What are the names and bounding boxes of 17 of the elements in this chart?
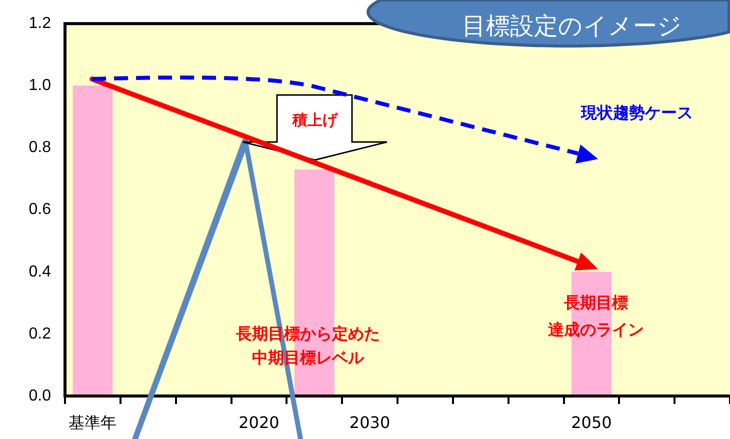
y-tick-label: 0.8	[28, 139, 52, 156]
annotation: 積上げ	[292, 110, 338, 131]
y-tick-label: 0.4	[28, 263, 52, 280]
annotation: 長期目標	[564, 292, 628, 314]
chart-title: 目標設定のイメージ	[462, 11, 682, 42]
y-tick-label: 1.2	[28, 15, 52, 32]
x-tick-label: 2030	[349, 412, 390, 432]
annotation: 現状趨勢ケース	[581, 102, 693, 124]
x-tick-label: 2050	[571, 412, 612, 432]
bar	[72, 86, 113, 396]
x-tick-label: 2020	[238, 412, 280, 432]
y-tick-label: 0.0	[28, 387, 52, 404]
y-tick-label: 1.0	[28, 77, 52, 94]
x-tick-label: 基準年	[68, 412, 117, 432]
y-tick-label: 0.2	[28, 325, 52, 342]
y-tick-label: 0.6	[28, 201, 52, 218]
annotation: 達成のライン	[548, 319, 644, 341]
